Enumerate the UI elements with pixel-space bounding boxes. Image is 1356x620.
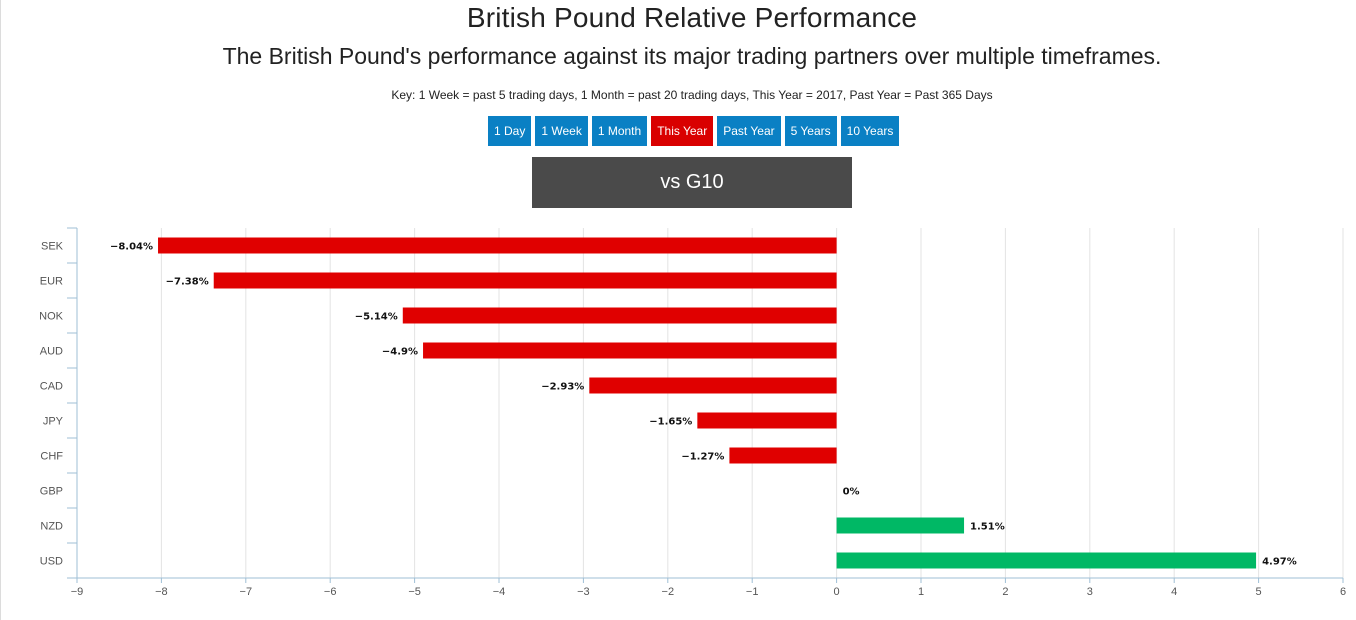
category-label: NOK	[39, 311, 64, 323]
bar-jpy	[697, 412, 837, 429]
bar-nzd	[836, 517, 965, 534]
x-tick-label: −6	[324, 586, 337, 598]
data-label: −4.9%	[382, 347, 418, 358]
bar-aud	[423, 342, 837, 359]
x-tick-label: −7	[240, 586, 253, 598]
x-tick-label: −2	[662, 586, 675, 598]
category-label: NZD	[40, 521, 63, 533]
page-title: British Pound Relative Performance	[466, 2, 918, 33]
x-tick-label: −4	[493, 586, 506, 598]
x-tick-label: −8	[155, 586, 168, 598]
category-label: CAD	[40, 381, 63, 393]
category-label: SEK	[41, 241, 64, 253]
x-tick-label: −9	[71, 586, 84, 598]
x-tick-label: 0	[834, 586, 840, 598]
category-label: USD	[40, 556, 63, 568]
data-label: −2.93%	[541, 382, 584, 393]
bar-nok	[402, 307, 837, 324]
bar-usd	[836, 552, 1257, 569]
category-label: CHF	[40, 451, 63, 463]
tab-1-month[interactable]: 1 Month	[591, 116, 648, 146]
x-tick-label: 5	[1256, 586, 1262, 598]
tab-1-week[interactable]: 1 Week	[535, 116, 588, 146]
timeframe-key: Key: 1 Week = past 5 trading days, 1 Mon…	[391, 88, 993, 102]
category-label: EUR	[40, 276, 63, 288]
tab-past-year[interactable]: Past Year	[717, 116, 781, 146]
timeframe-tabs: 1 Day 1 Week 1 Month This Year Past Year…	[488, 116, 900, 146]
category-label: JPY	[43, 416, 64, 428]
bar-cad	[589, 377, 837, 394]
tab-5-years[interactable]: 5 Years	[784, 116, 837, 146]
x-tick-label: 3	[1087, 586, 1093, 598]
x-tick-label: −5	[408, 586, 421, 598]
x-tick-label: 6	[1340, 586, 1346, 598]
page-border	[0, 0, 1, 620]
data-label: −5.14%	[355, 312, 398, 323]
bar-sek	[158, 237, 837, 254]
performance-bar-chart: −9 −8 −7 −6 −5 −4 −3 −2 −1 0 1 2 3 4 5 6 SEK −8.04% EUR −7.…	[39, 227, 1346, 598]
data-label: 1.51%	[970, 522, 1005, 533]
category-label: AUD	[40, 346, 63, 358]
data-label: −8.04%	[110, 242, 153, 253]
category-label: GBP	[40, 486, 63, 498]
data-label: −1.27%	[681, 452, 724, 463]
x-tick-label: 1	[918, 586, 924, 598]
bar-chf	[729, 447, 837, 464]
tab-this-year[interactable]: This Year	[651, 116, 714, 146]
comparison-group-header[interactable]: vs G10	[532, 157, 852, 208]
bar-eur	[213, 272, 837, 289]
x-tick-label: −1	[746, 586, 759, 598]
data-label: 4.97%	[1262, 557, 1297, 568]
data-label: −7.38%	[166, 277, 209, 288]
page-subtitle: The British Pound's performance against …	[222, 43, 1162, 69]
x-tick-label: −3	[577, 586, 590, 598]
data-label: −1.65%	[649, 417, 692, 428]
data-label: 0%	[843, 487, 860, 498]
x-tick-label: 4	[1171, 586, 1177, 598]
tab-10-years[interactable]: 10 Years	[840, 116, 900, 146]
tab-1-day[interactable]: 1 Day	[488, 116, 532, 146]
x-tick-label: 2	[1002, 586, 1008, 598]
